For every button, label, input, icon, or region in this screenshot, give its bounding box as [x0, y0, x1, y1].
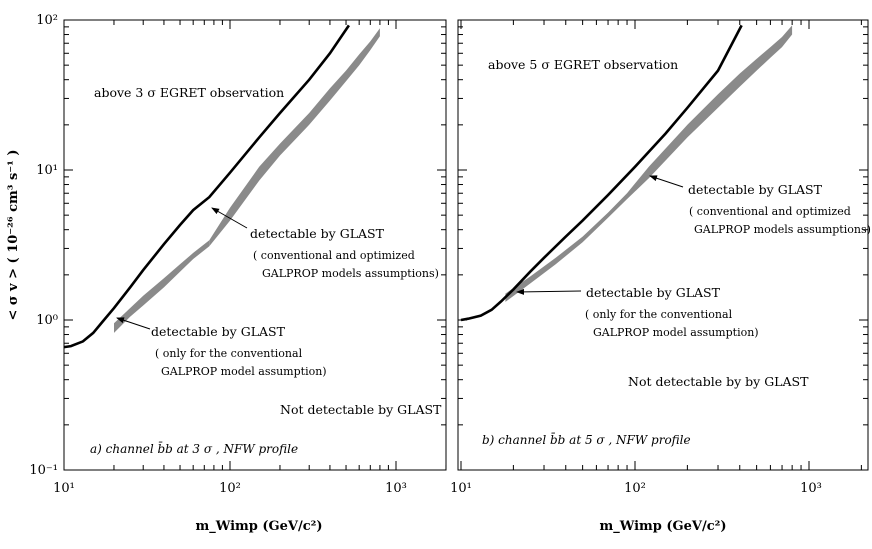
- panel-a: 10¹ 10² 10³ 10⁻¹ 10⁰ 10¹ 10² m_Wimp (GeV…: [29, 13, 447, 534]
- y-axis-label: < σ v > ( 10⁻²⁶ cm³ s⁻¹ ): [6, 149, 21, 320]
- panel-a-ytick-0.1: 10⁻¹: [29, 463, 58, 478]
- panel-a-egret-label: above 3 σ EGRET observation: [94, 85, 284, 100]
- panel-b-not-detectable: Not detectable by by GLAST: [628, 374, 809, 389]
- panel-a-not-detectable: Not detectable by GLAST: [280, 402, 442, 417]
- panel-a-ytick-100: 10²: [36, 13, 58, 28]
- panel-a-x-axis-label: m_Wimp (GeV/c²): [195, 519, 322, 534]
- panel-a-glast-opt-title: detectable by GLAST: [250, 226, 385, 241]
- panel-b-glast-opt-line2: GALPROP models assumptions): [694, 223, 871, 236]
- panel-b-glast-opt-line1: ( conventional and optimized: [689, 205, 851, 218]
- panel-a-glast-conv-line1: ( only for the conventional: [155, 347, 303, 360]
- panel-b-glast-conv-line2: GALPROP model assumption): [593, 326, 759, 339]
- panel-a-label: a) channel b̄b at 3 σ , NFW profile: [90, 440, 298, 456]
- panel-b-frame: [457, 19, 869, 471]
- panel-a-egret-line: [63, 24, 350, 349]
- panel-b-x-axis-label: m_Wimp (GeV/c²): [599, 519, 726, 534]
- panel-b-arrow-conv: [516, 288, 582, 295]
- panel-b-glast-band-conventional: [505, 193, 627, 302]
- panel-a-glast-conv-line2: GALPROP model assumption): [161, 365, 327, 378]
- panel-a-glast-opt-line2: GALPROP models assumptions): [262, 267, 439, 280]
- panel-b-egret-label: above 5 σ EGRET observation: [488, 57, 678, 72]
- panel-b-egret-line: [460, 24, 743, 322]
- panel-a-arrow-opt: [211, 207, 248, 229]
- panel-a-frame: [63, 19, 447, 471]
- panel-b-ticks: [458, 19, 868, 471]
- panel-a-ticks: [63, 19, 447, 471]
- panel-b-glast-opt-title: detectable by GLAST: [688, 182, 823, 197]
- panel-a-ytick-1: 10⁰: [36, 313, 58, 328]
- panel-a-ytick-10: 10¹: [36, 163, 58, 178]
- panel-b-xtick-1000: 10³: [800, 481, 822, 496]
- panel-b-arrow-opt: [649, 175, 684, 188]
- panel-b-xtick-10: 10¹: [450, 481, 472, 496]
- panel-a-glast-band-optimized: [209, 28, 380, 247]
- panel-b-label: b) channel b̄b at 5 σ , NFW profile: [482, 431, 691, 447]
- panel-b-glast-conv-title: detectable by GLAST: [586, 285, 721, 300]
- panel-b-xtick-100: 10²: [624, 481, 646, 496]
- panel-a-glast-band-conventional: [114, 240, 210, 333]
- panel-a-xtick-100: 10²: [219, 481, 241, 496]
- panel-a-xtick-1000: 10³: [385, 481, 407, 496]
- panel-a-glast-opt-line1: ( conventional and optimized: [253, 249, 415, 262]
- panel-a-arrow-conv: [116, 317, 151, 330]
- panel-a-glast-conv-title: detectable by GLAST: [151, 324, 286, 339]
- panel-b: 10¹ 10² 10³ m_Wimp (GeV/c²) above 5 σ EG…: [450, 19, 871, 534]
- panel-b-glast-band-optimized: [627, 25, 793, 200]
- panel-b-glast-conv-line1: ( only for the conventional: [585, 308, 733, 321]
- panel-a-xtick-10: 10¹: [53, 481, 75, 496]
